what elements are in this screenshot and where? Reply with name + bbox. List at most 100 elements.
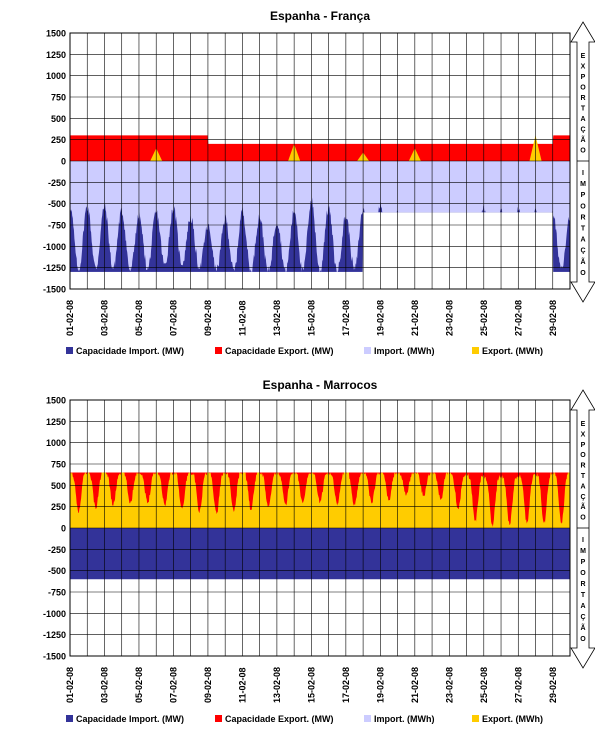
x-tick-label: 01-02-08 bbox=[65, 300, 75, 336]
arrow-label-export: X bbox=[581, 431, 586, 438]
x-tick-label: 15-02-08 bbox=[306, 300, 316, 336]
legend-label: Export. (MWh) bbox=[482, 714, 543, 724]
arrow-label-export: O bbox=[580, 515, 586, 522]
legend-label: Capacidade Import. (MW) bbox=[76, 714, 184, 724]
x-tick-label: 21-02-08 bbox=[410, 300, 420, 336]
x-tick-label: 19-02-08 bbox=[375, 300, 385, 336]
y-tick-label: 1500 bbox=[46, 396, 66, 406]
chart-title: Espanha - Marrocos bbox=[263, 378, 378, 392]
y-tick-label: 500 bbox=[51, 114, 66, 124]
x-tick-label: 11-02-08 bbox=[237, 667, 247, 703]
arrow-label-import: O bbox=[580, 203, 586, 210]
x-tick-label: 11-02-08 bbox=[237, 300, 247, 336]
chart-1: Espanha - França 1500 1250 1000 750 500 250 0 -2… bbox=[43, 9, 595, 356]
x-tick-label: 05-02-08 bbox=[134, 667, 144, 703]
legend-swatch bbox=[472, 715, 479, 722]
arrow-label-import: M bbox=[580, 548, 586, 555]
y-tick-label: -500 bbox=[48, 566, 66, 576]
arrow-label-import: A bbox=[580, 237, 585, 244]
arrow-label-import: O bbox=[580, 636, 586, 643]
y-tick-label: 250 bbox=[51, 502, 66, 512]
arrow-label-export: O bbox=[580, 85, 586, 92]
arrow-label-export: O bbox=[580, 148, 586, 155]
arrow-label-import: Ã bbox=[580, 257, 585, 266]
x-tick-label: 27-02-08 bbox=[513, 300, 523, 336]
y-tick-label: 1000 bbox=[46, 438, 66, 448]
arrow-label-export: Ã bbox=[580, 135, 585, 144]
series-export-flow bbox=[70, 472, 570, 528]
arrow-label-import: I bbox=[582, 537, 584, 544]
x-tick-label: 25-02-08 bbox=[479, 667, 489, 703]
legend-label: Import. (MWh) bbox=[374, 346, 434, 356]
x-tick-label: 15-02-08 bbox=[306, 667, 316, 703]
x-tick-label: 13-02-08 bbox=[272, 667, 282, 703]
x-tick-label: 17-02-08 bbox=[341, 667, 351, 703]
x-tick-label: 13-02-08 bbox=[272, 300, 282, 336]
arrow-label-export: P bbox=[581, 74, 586, 81]
legend-swatch bbox=[472, 347, 479, 354]
x-tick-label: 05-02-08 bbox=[134, 300, 144, 336]
series-export-capacity bbox=[70, 135, 570, 161]
arrow-label-import: P bbox=[581, 559, 586, 566]
x-tick-label: 25-02-08 bbox=[479, 300, 489, 336]
arrow-label-export: Ã bbox=[580, 502, 585, 511]
x-tick-label: 23-02-08 bbox=[444, 300, 454, 336]
y-tick-label: -250 bbox=[48, 178, 66, 188]
x-tick-label: 01-02-08 bbox=[65, 667, 75, 703]
series-import-flow-unused bbox=[70, 197, 570, 272]
x-tick-label: 17-02-08 bbox=[341, 300, 351, 336]
y-tick-label: -750 bbox=[48, 588, 66, 598]
chart-title: Espanha - França bbox=[270, 9, 370, 23]
y-tick-label: -1000 bbox=[43, 242, 66, 252]
y-tick-label: 750 bbox=[51, 93, 66, 103]
arrow-label-export: O bbox=[580, 452, 586, 459]
y-tick-label: 750 bbox=[51, 460, 66, 470]
arrow-label-export: E bbox=[581, 53, 586, 60]
x-tick-label: 21-02-08 bbox=[410, 667, 420, 703]
y-tick-label: -1250 bbox=[43, 263, 66, 273]
legend-label: Capacidade Export. (MW) bbox=[225, 714, 334, 724]
y-tick-label: -1500 bbox=[43, 652, 66, 662]
arrow-label-export: Ç bbox=[580, 127, 585, 134]
legend-swatch bbox=[364, 715, 371, 722]
y-tick-label: -1500 bbox=[43, 285, 66, 295]
legend-label: Import. (MWh) bbox=[374, 714, 434, 724]
series-import-capacity bbox=[70, 528, 570, 580]
arrow-label-export: E bbox=[581, 421, 586, 428]
x-tick-label: 23-02-08 bbox=[444, 667, 454, 703]
direction-arrow bbox=[570, 389, 595, 669]
plot-frame bbox=[69, 32, 571, 290]
legend-label: Capacidade Export. (MW) bbox=[225, 346, 334, 356]
y-tick-label: 250 bbox=[51, 135, 66, 145]
arrow-label-import: Ç bbox=[580, 614, 585, 621]
y-tick-label: 500 bbox=[51, 481, 66, 491]
arrow-label-export: X bbox=[581, 64, 586, 71]
arrow-label-import: Ã bbox=[580, 623, 585, 632]
arrow-label-import: P bbox=[581, 192, 586, 199]
x-tick-label: 03-02-08 bbox=[100, 300, 110, 336]
y-tick-label: 1000 bbox=[46, 71, 66, 81]
arrow-label-import: T bbox=[581, 226, 586, 233]
arrow-label-import: R bbox=[580, 581, 585, 588]
y-tick-label: 0 bbox=[61, 157, 66, 167]
y-tick-label: -750 bbox=[48, 221, 66, 231]
arrow-label-export: T bbox=[581, 473, 586, 480]
y-tick-label: -250 bbox=[48, 545, 66, 555]
y-tick-label: 1250 bbox=[46, 417, 66, 427]
x-tick-label: 29-02-08 bbox=[548, 300, 558, 336]
x-tick-label: 27-02-08 bbox=[513, 667, 523, 703]
x-tick-label: 09-02-08 bbox=[203, 300, 213, 336]
legend-swatch bbox=[215, 347, 222, 354]
y-tick-label: 0 bbox=[61, 524, 66, 534]
arrow-label-export: A bbox=[580, 483, 585, 490]
x-tick-label: 03-02-08 bbox=[100, 667, 110, 703]
plot-frame bbox=[69, 399, 571, 657]
legend-swatch bbox=[66, 347, 73, 354]
direction-arrow bbox=[570, 21, 595, 303]
arrow-label-export: Ç bbox=[580, 494, 585, 501]
x-tick-label: 29-02-08 bbox=[548, 667, 558, 703]
legend-label: Export. (MWh) bbox=[482, 346, 543, 356]
legend-swatch bbox=[215, 715, 222, 722]
x-tick-label: 09-02-08 bbox=[203, 667, 213, 703]
